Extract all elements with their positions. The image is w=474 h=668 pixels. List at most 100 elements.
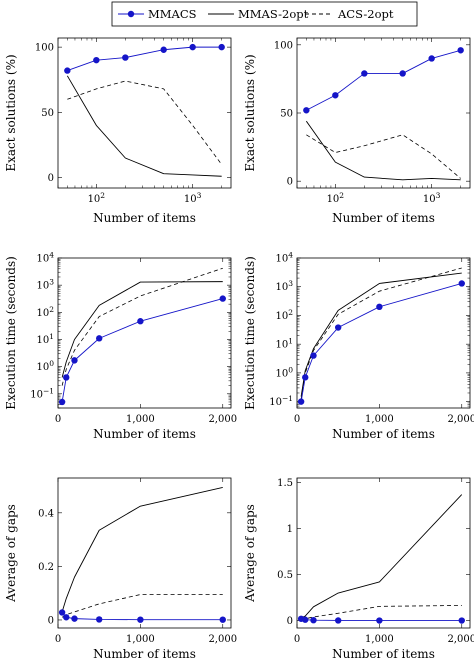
legend-entry: MMAS-2opt (208, 7, 309, 21)
legend-entry: MMACS (118, 7, 197, 21)
series-point-mmacs (334, 324, 342, 331)
y-tick-label: 0.5 (277, 570, 293, 581)
series-point-mmacs (95, 335, 103, 342)
y-axis-label: Average of gaps (243, 504, 257, 603)
series-line-mmas-2opt (61, 486, 223, 613)
series-line-acs-2opt (300, 267, 462, 400)
series-point-mmacs (458, 617, 465, 624)
plot-frame (296, 37, 471, 189)
series-point-mmacs (310, 352, 317, 359)
x-tick-label: 2,000 (447, 414, 474, 425)
series-line-acs-2opt (306, 134, 461, 179)
y-tick-label: 0 (287, 177, 293, 188)
x-tick-label: 2,000 (447, 634, 474, 645)
chart-panel: 0 1,000 2,000 0 0.5 1 1.5 Number of items Averag… (243, 477, 474, 661)
series-point-mmacs (137, 616, 144, 623)
y-tick-label: 103 (275, 279, 293, 294)
series-point-mmacs (63, 614, 70, 621)
plot-frame (57, 37, 232, 189)
series-line-acs-2opt (61, 267, 223, 386)
series-line-mmacs (300, 283, 462, 402)
series-line-mmacs (61, 298, 223, 403)
plot-frame (296, 477, 471, 629)
plot-frame (57, 257, 232, 409)
x-axis-label: Number of items (332, 211, 435, 225)
x-tick-label: 1,000 (126, 634, 155, 645)
y-tick-label: 100 (35, 43, 54, 54)
x-axis-label: Number of items (332, 427, 435, 441)
y-tick-label: 50 (41, 108, 54, 119)
series-point-mmacs (160, 46, 167, 53)
x-tick-label: 1,000 (365, 414, 394, 425)
series-line-mmacs (306, 49, 461, 111)
series-line-mmas-2opt (305, 120, 461, 181)
chart-panel: 102 103 0 50 100 Number of items Exact solutio… (243, 37, 471, 225)
series-point-mmacs (58, 609, 66, 616)
legend-label: MMAS-2opt (238, 7, 309, 21)
series-point-mmacs (58, 398, 66, 406)
series-line-mmas-2opt (300, 272, 462, 397)
y-tick-label: 1 (287, 524, 293, 535)
legend-marker (127, 10, 135, 18)
series-point-mmacs (219, 616, 226, 623)
series-line-acs-2opt (67, 80, 222, 165)
series-point-mmacs (376, 617, 383, 624)
series-line-mmacs (67, 46, 222, 72)
series-line-mmas-2opt (66, 75, 222, 177)
x-tick-label: 103 (184, 191, 202, 206)
series-point-mmacs (64, 67, 71, 74)
series-point-mmacs (399, 70, 406, 77)
series-point-mmacs (302, 374, 309, 381)
x-tick-label: 2,000 (208, 634, 237, 645)
y-axis-label: Exact solutions (%) (243, 54, 257, 171)
x-axis-label: Number of items (93, 647, 196, 661)
legend: MMACS MMAS-2opt ACS-2opt (111, 1, 418, 27)
series-point-mmacs (332, 92, 339, 99)
x-tick-label: 102 (327, 191, 345, 206)
x-tick-label: 0 (294, 414, 300, 425)
legend-frame (111, 1, 418, 27)
legend-label: MMACS (148, 7, 197, 21)
x-tick-label: 0 (294, 634, 300, 645)
series-point-mmacs (93, 56, 100, 64)
series-point-mmacs (71, 615, 78, 622)
series-point-mmacs (376, 303, 383, 311)
series-point-mmacs (219, 295, 226, 302)
plot-frame (296, 257, 471, 409)
x-axis-label: Number of items (93, 427, 196, 441)
series-point-mmacs (95, 616, 103, 623)
y-tick-label: 100 (274, 40, 293, 51)
series-point-mmacs (334, 617, 342, 624)
legend-entry: ACS-2opt (305, 7, 394, 21)
y-axis-label: Average of gaps (4, 504, 18, 603)
series-point-mmacs (218, 43, 225, 51)
x-tick-label: 102 (88, 191, 106, 206)
y-tick-label: 50 (280, 109, 293, 120)
x-tick-label: 1,000 (126, 414, 155, 425)
series-point-mmacs (458, 280, 465, 287)
y-tick-label: 101 (275, 336, 293, 351)
x-tick-label: 0 (55, 634, 61, 645)
legend-label: ACS-2opt (337, 7, 394, 21)
chart-panel: 102 103 0 50 100 Number of items Exact solutio… (4, 37, 232, 225)
series-point-mmacs (457, 47, 464, 54)
series-point-mmacs (297, 398, 305, 405)
y-axis-label: Execution time (seconds) (4, 256, 18, 410)
y-tick-label: 103 (36, 277, 54, 292)
y-axis-label: Exact solutions (%) (4, 54, 18, 171)
series-point-mmacs (303, 107, 310, 114)
y-tick-label: 0 (48, 173, 54, 184)
chart-panel: 0 1,000 2,000 0 0.2 0.4 Number of items Average… (4, 477, 237, 661)
series-line-mmas-2opt (300, 494, 463, 619)
series-point-mmacs (71, 357, 78, 364)
y-tick-label: 1.5 (277, 478, 293, 489)
chart-panel: 0 1,000 2,000 10−1 100 101 102 103 104 Number of … (4, 250, 237, 441)
y-tick-label: 100 (275, 365, 293, 380)
y-tick-label: 0.4 (38, 508, 54, 519)
series-line-acs-2opt (301, 605, 462, 621)
y-tick-label: 101 (36, 331, 54, 346)
x-tick-label: 0 (55, 414, 61, 425)
y-tick-label: 10−1 (269, 394, 293, 409)
series-line-mmas-2opt (61, 281, 223, 378)
